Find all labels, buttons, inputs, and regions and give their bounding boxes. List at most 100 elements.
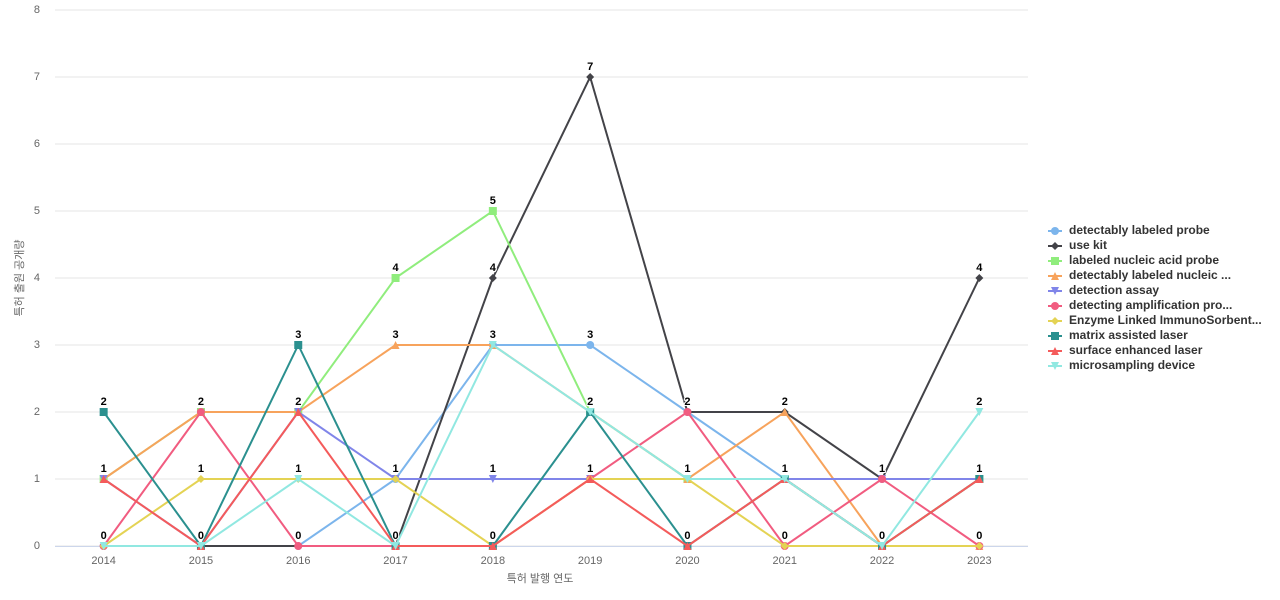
x-tick-label: 2016 — [286, 555, 310, 567]
data-label: 2 — [976, 396, 982, 408]
point — [975, 274, 984, 282]
series — [99, 341, 984, 550]
legend-label: matrix assisted laser — [1069, 328, 1188, 342]
point — [975, 542, 984, 550]
point — [780, 408, 789, 416]
y-tick-label: 7 — [34, 71, 40, 83]
y-axis-title: 특허 출원 공개량 — [13, 240, 26, 317]
data-label: 2 — [101, 396, 107, 408]
x-tick-label: 2017 — [383, 555, 407, 567]
legend-symbol — [1051, 257, 1059, 265]
point — [391, 475, 400, 483]
point — [683, 408, 692, 416]
legend-label: labeled nucleic acid probe — [1069, 253, 1219, 267]
data-label: 5 — [490, 195, 496, 207]
series — [99, 341, 984, 550]
point — [586, 408, 595, 416]
point — [878, 475, 887, 483]
legend-label: surface enhanced laser — [1069, 343, 1203, 357]
legend-item: detectably labeled probe — [1048, 223, 1210, 237]
data-label: 0 — [392, 530, 398, 542]
series — [99, 341, 984, 550]
data-label: 3 — [490, 329, 496, 341]
data-label: 1 — [295, 463, 301, 475]
legend-symbol — [1051, 347, 1059, 355]
data-label: 3 — [587, 329, 593, 341]
point — [196, 408, 205, 416]
data-label: 0 — [684, 530, 690, 542]
point — [683, 475, 692, 483]
legend-item: microsampling device — [1048, 358, 1195, 372]
legend-label: Enzyme Linked ImmunoSorbent... — [1069, 313, 1262, 327]
data-label: 0 — [490, 530, 496, 542]
data-label: 3 — [295, 329, 301, 341]
legend-symbol — [1051, 332, 1059, 340]
data-label: 1 — [782, 463, 788, 475]
data-label: 0 — [782, 530, 788, 542]
legend-symbol — [1051, 302, 1059, 310]
y-tick-label: 1 — [34, 473, 40, 485]
legend-item: use kit — [1048, 238, 1107, 252]
x-tick-label: 2020 — [675, 555, 699, 567]
point — [780, 542, 789, 550]
legend-item: matrix assisted laser — [1048, 328, 1188, 342]
data-label: 4 — [976, 262, 983, 274]
point — [294, 475, 303, 483]
point — [294, 542, 303, 550]
point — [975, 408, 984, 416]
legend-symbol — [1051, 272, 1059, 280]
legend-symbol — [1051, 362, 1059, 370]
point — [99, 475, 108, 483]
series-line — [103, 344, 980, 547]
point — [488, 341, 497, 349]
x-tick-label: 2019 — [578, 555, 602, 567]
y-tick-label: 3 — [34, 339, 40, 351]
data-label: 0 — [198, 530, 204, 542]
point — [294, 341, 303, 349]
x-tick-label: 2015 — [189, 555, 213, 567]
series-line — [103, 74, 981, 547]
legend-label: use kit — [1069, 238, 1107, 252]
legend-item: surface enhanced laser — [1048, 343, 1203, 357]
point — [99, 542, 108, 550]
legend-symbol — [1051, 242, 1059, 250]
y-tick-label: 6 — [34, 138, 40, 150]
point — [488, 274, 497, 282]
data-label: 1 — [684, 463, 690, 475]
point — [391, 274, 400, 282]
data-label: 0 — [879, 530, 885, 542]
point — [488, 542, 497, 550]
data-label: 1 — [976, 463, 982, 475]
data-label: 2 — [295, 396, 301, 408]
series-line — [103, 344, 980, 547]
data-label: 4 — [392, 262, 399, 274]
point — [586, 73, 595, 81]
data-label: 2 — [587, 396, 593, 408]
y-tick-label: 5 — [34, 205, 40, 217]
point — [878, 542, 887, 550]
data-label: 1 — [879, 463, 885, 475]
legend-item: detecting amplification pro... — [1048, 298, 1232, 312]
point — [391, 341, 400, 349]
data-label: 3 — [392, 329, 398, 341]
data-label: 0 — [976, 530, 982, 542]
x-tick-label: 2014 — [91, 555, 115, 567]
data-label: 2 — [198, 396, 204, 408]
series — [99, 341, 984, 550]
y-tick-label: 2 — [34, 406, 40, 418]
data-label: 0 — [101, 530, 107, 542]
legend-symbol — [1051, 287, 1059, 295]
point — [99, 408, 108, 416]
legend-label: detecting amplification pro... — [1069, 298, 1232, 312]
point — [683, 542, 692, 550]
data-label: 4 — [490, 262, 497, 274]
legend-item: Enzyme Linked ImmunoSorbent... — [1048, 313, 1262, 327]
data-label: 1 — [101, 463, 107, 475]
series-line — [102, 342, 980, 548]
data-label: 2 — [782, 396, 788, 408]
legend-label: microsampling device — [1069, 358, 1195, 372]
series-line — [103, 343, 981, 548]
legend-symbol — [1051, 227, 1059, 235]
legend-label: detectably labeled probe — [1069, 223, 1210, 237]
